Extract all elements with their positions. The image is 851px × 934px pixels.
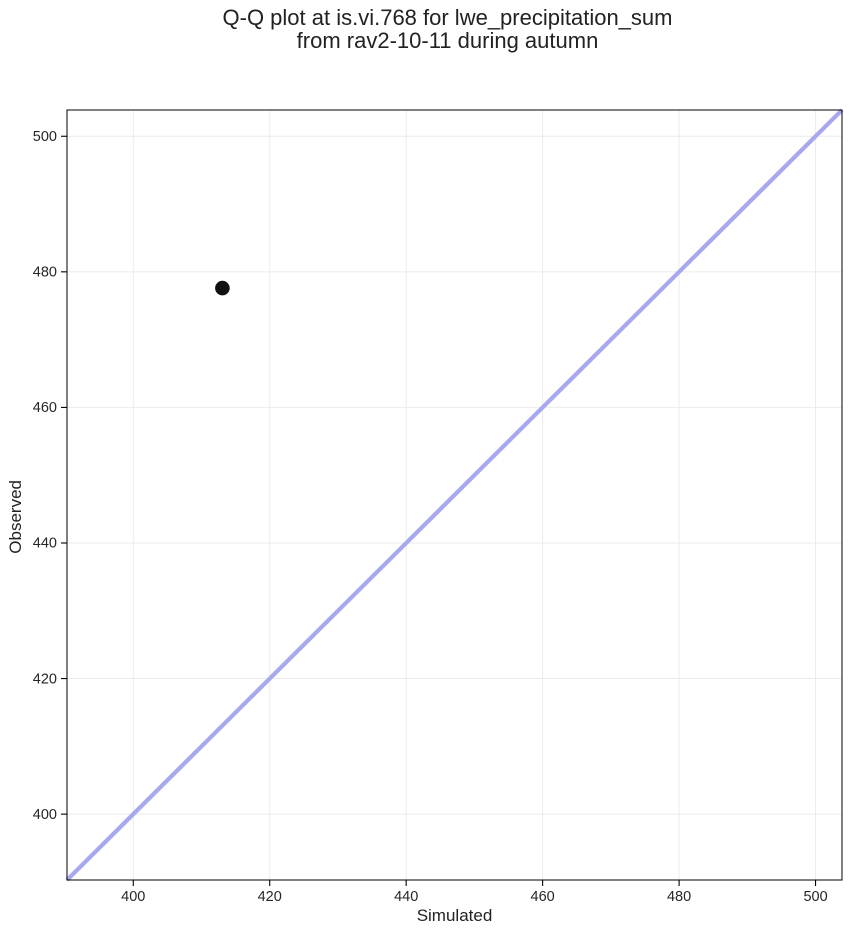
svg-text:500: 500 (803, 889, 827, 905)
svg-text:440: 440 (33, 536, 57, 552)
svg-text:480: 480 (667, 889, 691, 905)
svg-text:420: 420 (258, 889, 282, 905)
svg-text:460: 460 (33, 400, 57, 416)
svg-text:420: 420 (33, 671, 57, 687)
svg-text:480: 480 (33, 265, 57, 281)
svg-text:500: 500 (33, 129, 57, 145)
svg-text:440: 440 (394, 889, 418, 905)
svg-text:400: 400 (121, 889, 145, 905)
svg-text:400: 400 (33, 807, 57, 823)
svg-text:460: 460 (531, 889, 555, 905)
